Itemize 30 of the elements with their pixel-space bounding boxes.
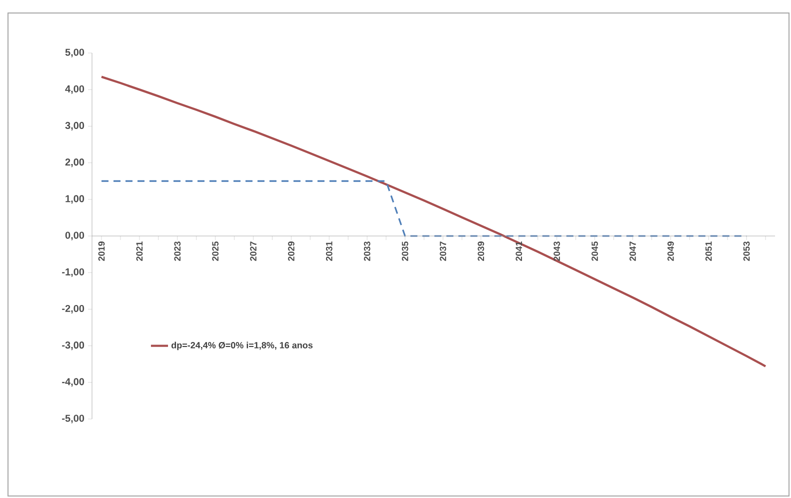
y-tick-label: -2,00 [62,304,84,314]
x-tick-label: 2029 [288,242,294,261]
y-tick-label: 1,00 [66,195,84,204]
y-tick-label: -5,00 [62,414,84,424]
y-tick-label: 2,00 [65,158,84,168]
legend-label: dp=-24,4% Ø=0% i=1,8%, 16 anos [171,342,313,350]
x-tick-label: 2031 [326,241,332,261]
x-tick-label: 2033 [364,242,370,261]
x-tick-label: 2025 [212,241,219,261]
x-tick-label: 2023 [174,242,181,261]
x-tick-label: 2039 [478,242,484,261]
x-tick-label: 2053 [743,242,750,261]
y-tick-label: 3,00 [65,122,84,130]
x-tick-label: 2049 [667,242,674,261]
y-tick-label: -4,00 [62,378,84,387]
y-tick-label: 4,00 [65,85,84,94]
y-tick-label: 5,00 [65,48,84,58]
x-tick-label: 2047 [630,242,636,261]
x-tick-label: 2021 [136,241,143,261]
x-tick-label: 2035 [402,241,408,261]
x-tick-label: 2045 [592,241,598,261]
y-tick-label: 0,00 [65,232,84,240]
x-tick-label: 2043 [554,242,560,261]
x-tick-label: 2041 [516,241,522,261]
x-tick-label: 2019 [98,242,105,261]
y-tick-label: -1,00 [62,268,84,277]
x-tick-label: 2051 [705,241,712,261]
x-tick-label: 2027 [250,242,256,261]
x-tick-label: 2037 [440,242,446,261]
y-tick-label: -3,00 [62,342,84,350]
